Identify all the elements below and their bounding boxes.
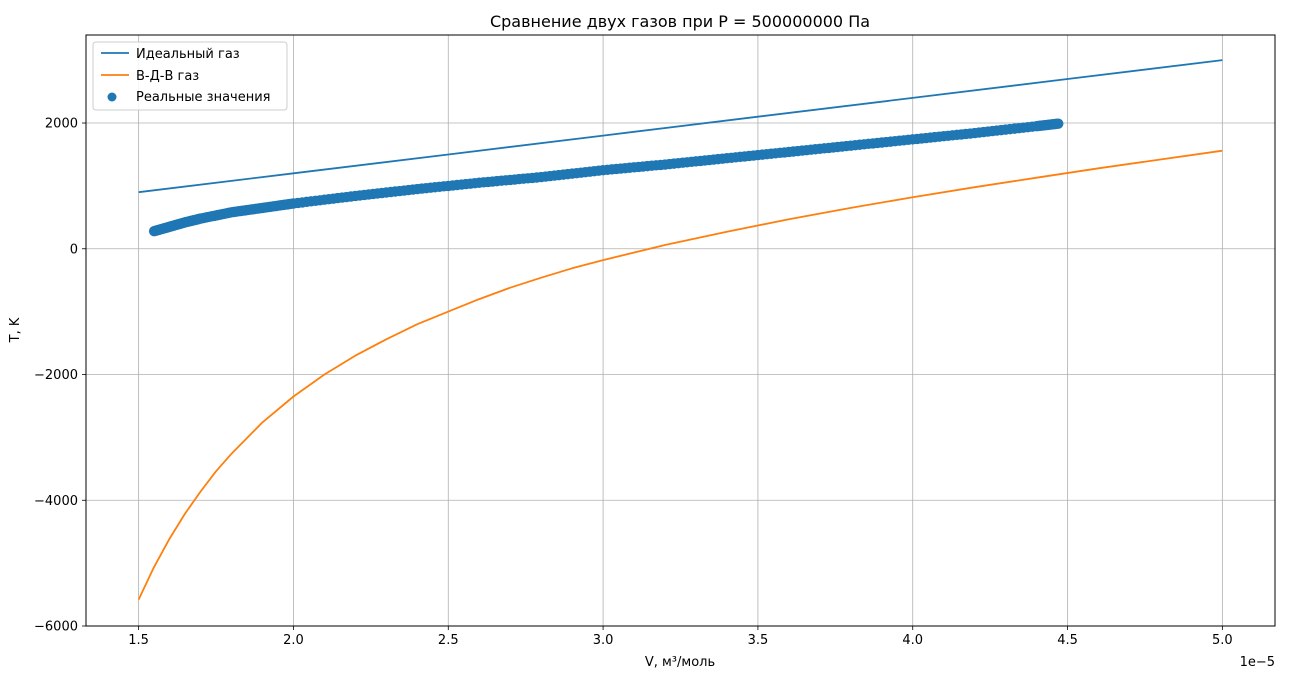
y-tick-label: −2000 xyxy=(34,368,78,383)
x-axis-label: V, м³/моль xyxy=(645,655,715,670)
y-tick-label: 2000 xyxy=(45,117,78,132)
y-tick-label: 0 xyxy=(70,242,78,257)
x-tick-label: 5.0 xyxy=(1212,633,1233,648)
y-tick-label: −6000 xyxy=(34,620,78,635)
series-line-0 xyxy=(138,59,1223,194)
legend-label-real: Реальные значения xyxy=(136,90,271,105)
x-axis: 1.5 2.0 2.5 3.0 3.5 4.0 4.5 5.0 xyxy=(128,626,1233,648)
series-layer xyxy=(137,59,1223,600)
x-axis-offset: 1e−5 xyxy=(1240,655,1275,670)
legend-swatch-real xyxy=(107,92,117,102)
plot-frame xyxy=(85,34,1276,627)
legend-label-vdw: В-Д-В газ xyxy=(136,69,199,84)
y-axis-label: T, K xyxy=(8,317,23,343)
chart-title: Сравнение двух газов при P = 500000000 П… xyxy=(490,12,870,31)
series-line-1 xyxy=(137,149,1223,600)
y-tick-label: −4000 xyxy=(34,494,78,509)
x-tick-label: 4.0 xyxy=(902,633,923,648)
x-tick-label: 4.5 xyxy=(1057,633,1078,648)
legend-box xyxy=(92,41,288,111)
x-tick-label: 3.0 xyxy=(593,633,614,648)
x-tick-label: 2.0 xyxy=(283,633,304,648)
x-tick-label: 1.5 xyxy=(128,633,149,648)
legend: Идеальный газ В-Д-В газ Реальные значени… xyxy=(92,41,288,111)
y-axis: −6000 −4000 −2000 0 2000 xyxy=(34,117,86,635)
legend-label-ideal: Идеальный газ xyxy=(136,47,240,62)
x-tick-label: 3.5 xyxy=(748,633,769,648)
x-tick-label: 2.5 xyxy=(438,633,459,648)
grid xyxy=(86,35,1275,627)
scatter-point xyxy=(1053,118,1064,129)
